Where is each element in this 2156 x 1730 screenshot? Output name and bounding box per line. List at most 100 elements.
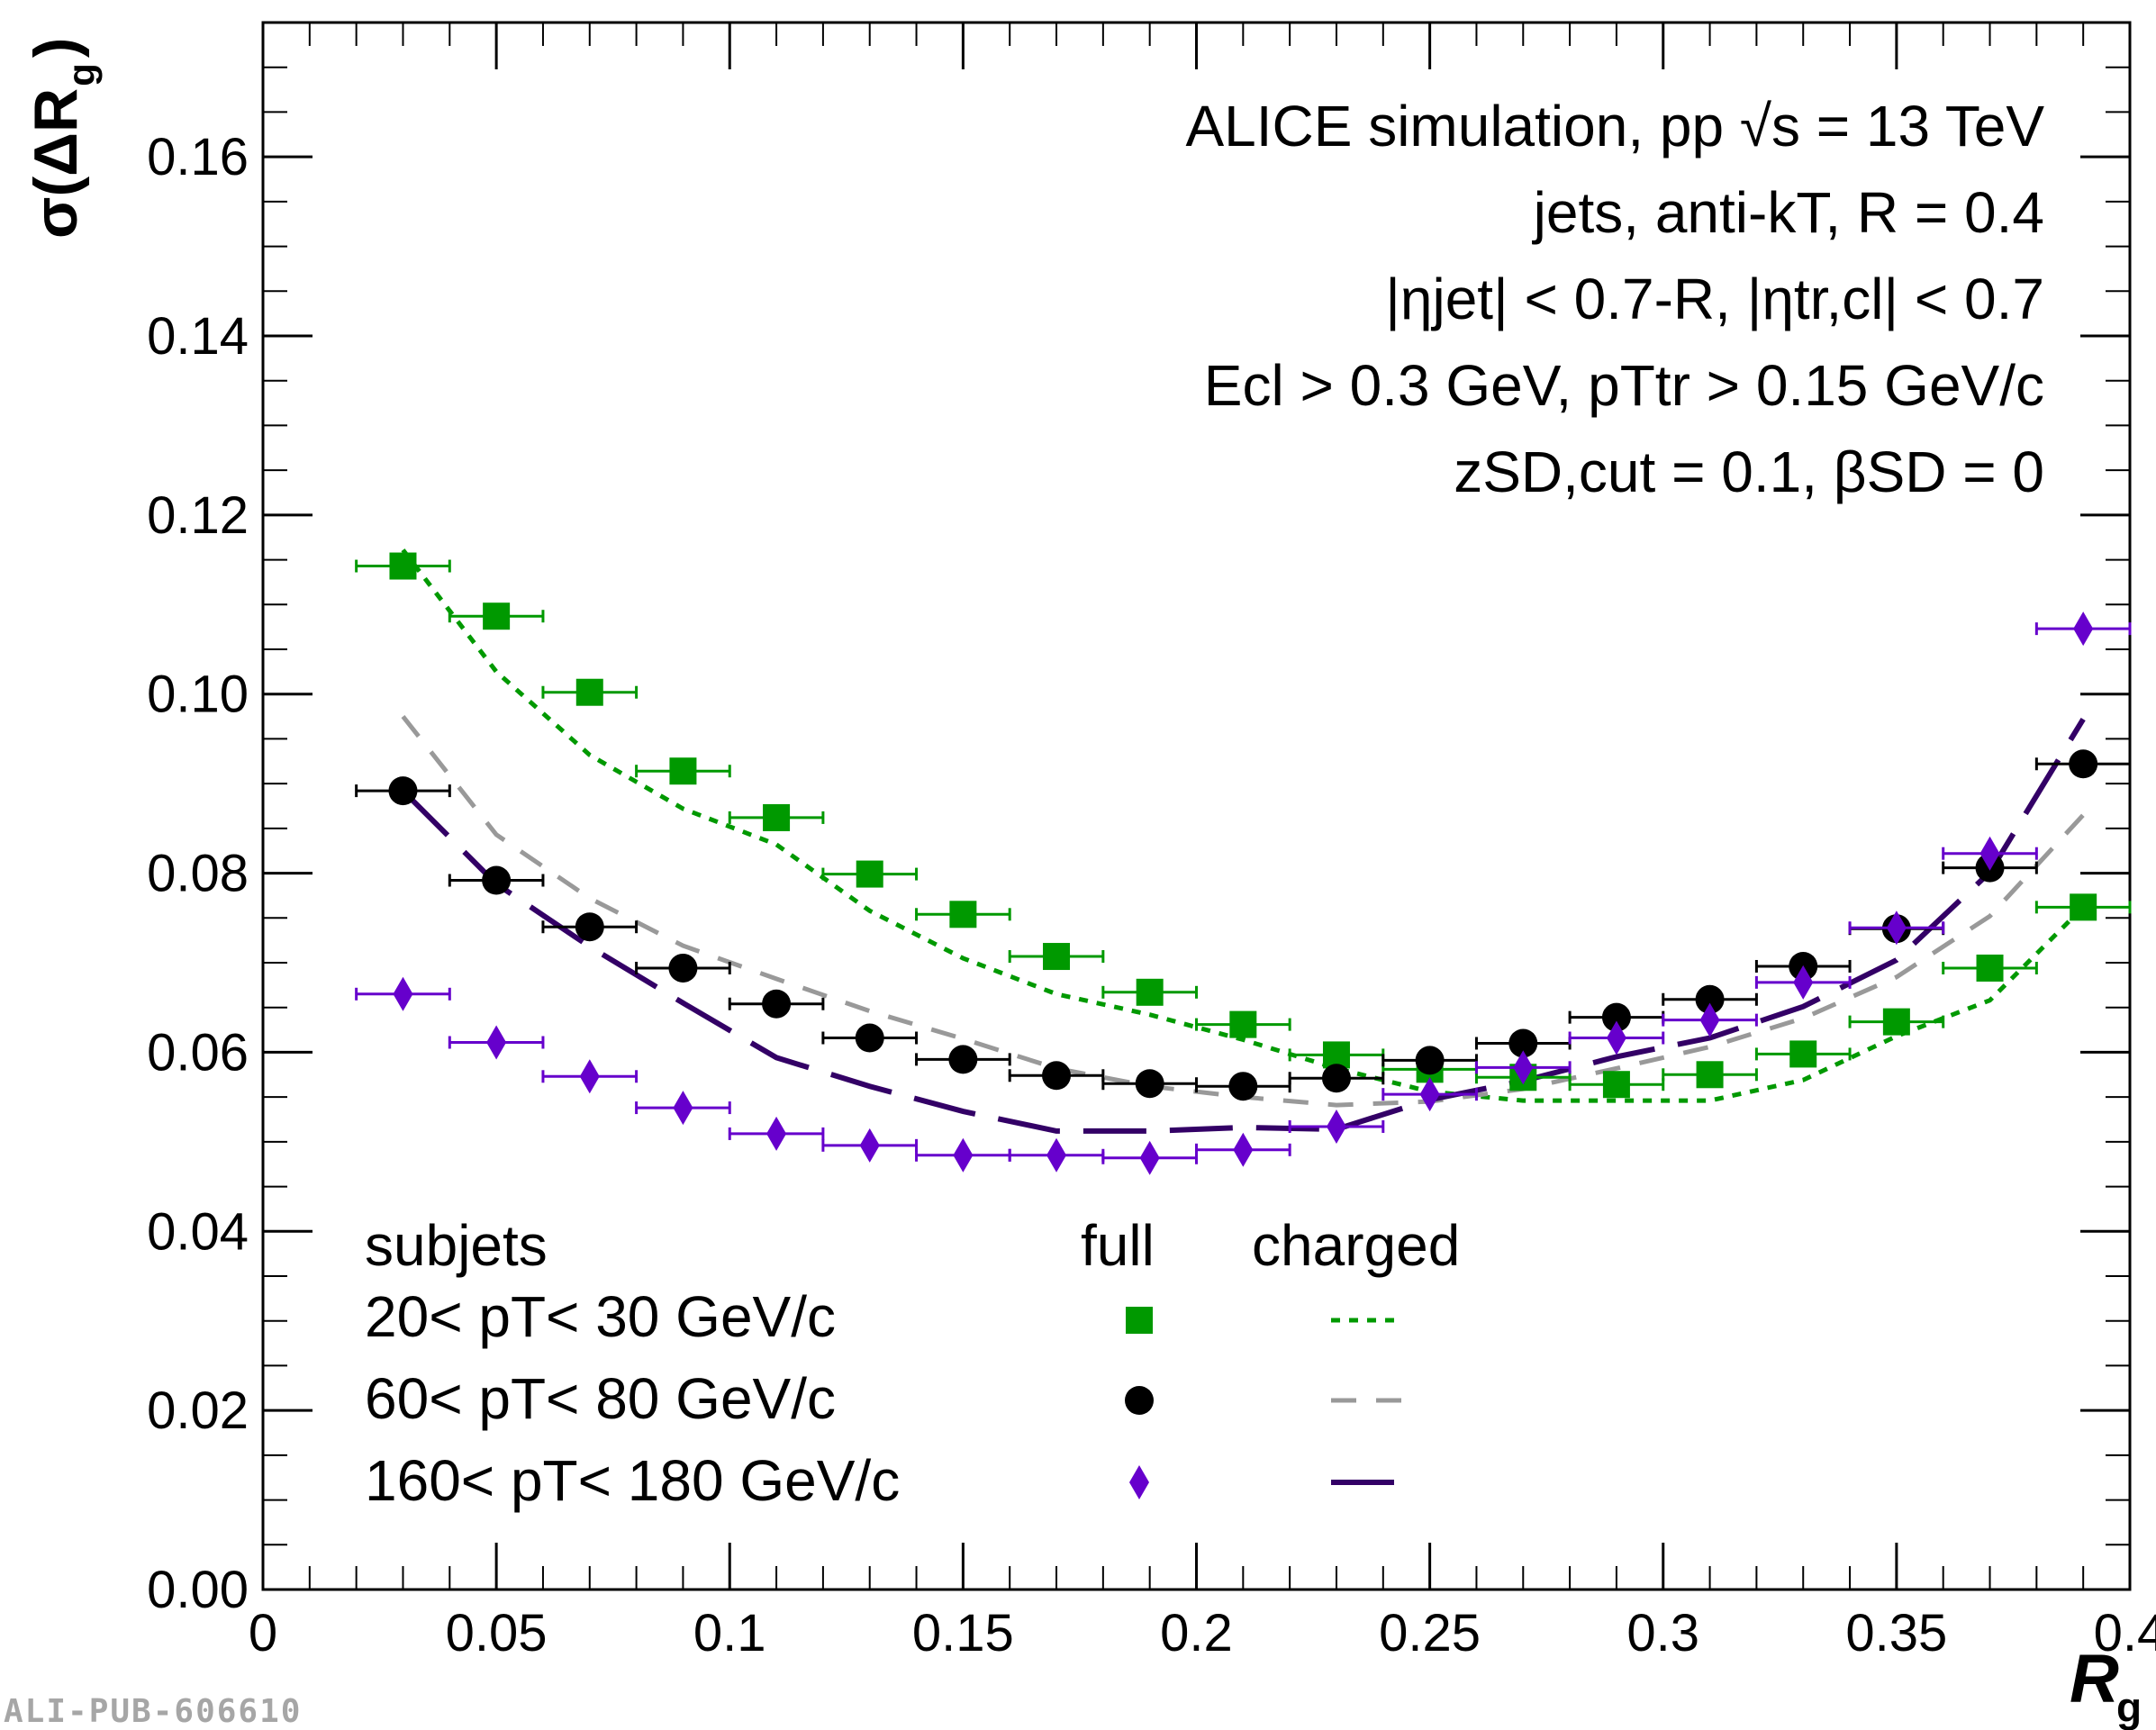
data-point (1508, 1028, 1538, 1058)
y-axis-title-close: ) (22, 38, 90, 59)
legend-col-charged: charged (1252, 1213, 1460, 1278)
data-point (1326, 1109, 1346, 1144)
data-point (1606, 1020, 1626, 1055)
data-point (1513, 1050, 1534, 1085)
data-point (1979, 836, 2000, 871)
charged-lines (401, 548, 2086, 1134)
full-points (355, 552, 2132, 1175)
data-point (1419, 1077, 1440, 1112)
annotation-line1: ALICE simulation, pp √s = 13 TeV (1185, 94, 2044, 159)
legend: subjets full charged 20< pT< 30 GeV/c 60… (365, 1213, 1460, 1513)
legend-col-full: full (1081, 1213, 1155, 1278)
data-point (486, 1025, 507, 1060)
x-tick-label: 0 (249, 1604, 277, 1662)
data-point (2070, 893, 2097, 921)
data-point (575, 912, 604, 942)
legend-marker (1126, 1307, 1153, 1334)
axes: 0 0.05 0.1 0.15 0.2 0.25 0.3 0.35 0.4 0.00 0.02 0.0… (147, 21, 2156, 1662)
watermark: ALI-PUB-606610 (4, 1693, 303, 1730)
data-point (1046, 1137, 1067, 1173)
data-point (1233, 1132, 1254, 1167)
x-tick-label: 0.1 (693, 1604, 766, 1662)
x-tick-label: 0.15 (912, 1604, 1014, 1662)
x-tick-label: 0.35 (1845, 1604, 1947, 1662)
annotation-line2: jets, anti-kT, R = 0.4 (1532, 180, 2044, 245)
data-point (948, 1045, 978, 1074)
y-tick-label: 0.10 (147, 666, 249, 724)
data-point (1602, 1071, 1630, 1099)
data-point (1136, 978, 1164, 1006)
x-tick-label: 0.25 (1379, 1604, 1481, 1662)
data-point (2073, 611, 2094, 647)
y-tick-label: 0.00 (147, 1561, 249, 1619)
data-point (1699, 1002, 1720, 1037)
data-point (2069, 749, 2098, 779)
x-axis-title-main: R (2070, 1641, 2119, 1717)
y-tick-label: 0.08 (147, 845, 249, 903)
data-point (766, 1116, 787, 1151)
y-tick-label: 0.14 (147, 307, 249, 366)
data-point (855, 1023, 884, 1053)
annotation: ALICE simulation, pp √s = 13 TeV jets, a… (1185, 94, 2044, 504)
y-tick-label: 0.06 (147, 1023, 249, 1082)
y-tick-label: 0.04 (147, 1202, 249, 1261)
data-point (1415, 1046, 1445, 1075)
data-point (1135, 1069, 1164, 1099)
y-tick-label: 0.02 (147, 1381, 249, 1440)
legend-entry-1: 20< pT< 30 GeV/c (365, 1284, 836, 1349)
annotation-line3: |ηjet| < 0.7-R, |ηtr,cl| < 0.7 (1385, 267, 2044, 331)
legend-entry-2: 60< pT< 80 GeV/c (365, 1366, 836, 1431)
charged-line (401, 548, 2085, 1103)
y-axis-title-main: σ(ΔR (22, 88, 90, 239)
data-point (1229, 1010, 1257, 1038)
data-point (1793, 965, 1814, 1000)
x-tick-label: 0.05 (446, 1604, 548, 1662)
data-point (483, 602, 511, 630)
x-tick-label: 0.4 (2094, 1604, 2156, 1662)
annotation-line4: Ecl > 0.3 GeV, pTtr > 0.15 GeV/c (1204, 353, 2044, 418)
x-tick-label: 0.2 (1160, 1604, 1233, 1662)
data-point (1882, 1008, 1910, 1036)
data-point (1696, 1061, 1724, 1089)
data-point (953, 1137, 974, 1173)
y-axis-title: σ(ΔR g ) (22, 38, 103, 239)
annotation-line5: zSD,cut = 0.1, βSD = 0 (1454, 439, 2044, 504)
x-axis-title: R g (2070, 1641, 2142, 1730)
data-point (1601, 1002, 1631, 1032)
data-point (1139, 1140, 1160, 1175)
data-point (673, 1091, 693, 1126)
data-point (388, 776, 418, 806)
data-point (669, 757, 697, 785)
y-axis-title-sub: g (60, 63, 103, 86)
legend-entry-3: 160< pT< 180 GeV/c (365, 1448, 900, 1513)
data-point (1886, 910, 1907, 946)
legend-marker (1129, 1465, 1149, 1499)
charged-line (401, 717, 2086, 1134)
data-point (859, 1128, 880, 1163)
data-point (1228, 1072, 1258, 1101)
y-tick-label: 0.12 (147, 486, 249, 545)
data-point (1321, 1064, 1351, 1093)
charged-line (401, 715, 2086, 1108)
plot-frame (261, 21, 2132, 1591)
data-point (389, 552, 417, 580)
legend-marker (1125, 1386, 1154, 1415)
data-point (762, 989, 792, 1019)
data-point (1695, 984, 1725, 1014)
data-point (949, 901, 977, 928)
legend-marks (1125, 1307, 1403, 1499)
data-point (668, 953, 698, 983)
data-point (579, 1059, 600, 1094)
y-tick-label: 0.16 (147, 128, 249, 186)
data-point (763, 803, 791, 831)
x-axis-title-sub: g (2116, 1684, 2142, 1730)
data-point (856, 860, 883, 888)
data-point (1043, 943, 1071, 971)
legend-header: subjets (365, 1213, 548, 1278)
data-point (1789, 1040, 1817, 1068)
data-point (1976, 954, 2004, 982)
data-point (575, 678, 603, 706)
data-point (482, 865, 512, 895)
data-point (393, 976, 413, 1011)
